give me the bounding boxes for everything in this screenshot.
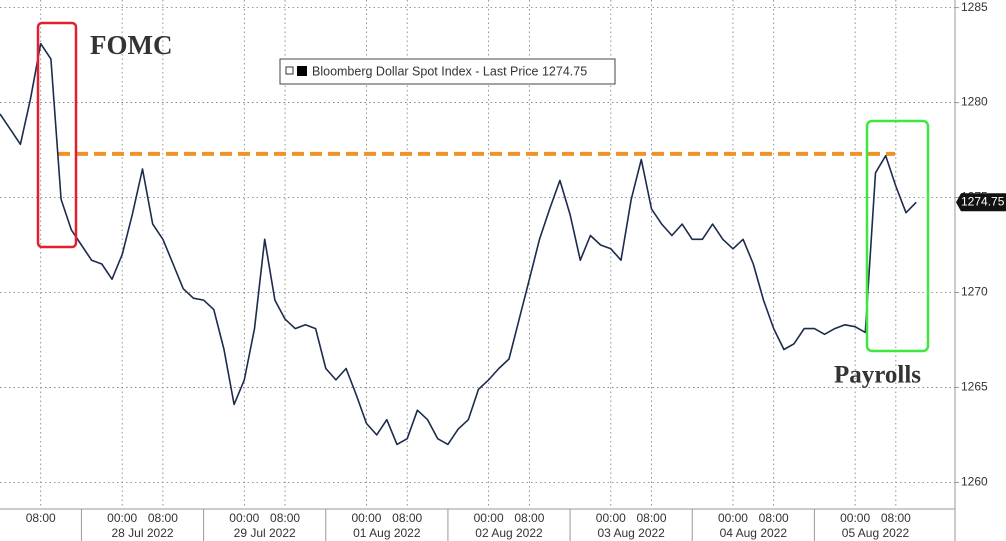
x-date-label: 28 Jul 2022: [111, 526, 173, 540]
grid: [0, 0, 955, 509]
axes: 12601265127012751280128508:0000:0008:000…: [26, 0, 1006, 541]
x-date-label: 04 Aug 2022: [720, 526, 788, 540]
x-tick-label: 00:00: [351, 511, 381, 525]
x-tick-label: 08:00: [392, 511, 422, 525]
x-date-label: 05 Aug 2022: [842, 526, 910, 540]
plot-area: [0, 42, 917, 446]
legend: Bloomberg Dollar Spot Index - Last Price…: [279, 58, 616, 85]
price-line: [0, 42, 917, 446]
x-date-label: 02 Aug 2022: [475, 526, 543, 540]
legend-toggle: [285, 66, 294, 75]
x-tick-label: 08:00: [759, 511, 789, 525]
x-tick-label: 08:00: [270, 511, 300, 525]
last-price-label: 1274.75: [961, 194, 1005, 208]
x-tick-label: 00:00: [596, 511, 626, 525]
legend-box: [279, 58, 616, 85]
annotation: FOMC: [90, 30, 172, 60]
fomc-box: [36, 21, 78, 249]
x-date-label: 03 Aug 2022: [597, 526, 665, 540]
legend-swatch: [297, 66, 307, 76]
y-tick-label: 1280: [961, 95, 988, 109]
y-tick-label: 1260: [961, 475, 988, 489]
y-tick-label: 1265: [961, 380, 988, 394]
last-price-marker: [956, 193, 1006, 212]
x-tick-label: 00:00: [718, 511, 748, 525]
x-tick-label: 00:00: [474, 511, 504, 525]
x-tick-label: 00:00: [840, 511, 870, 525]
y-tick-label: 1270: [961, 285, 988, 299]
x-tick-label: 08:00: [637, 511, 667, 525]
x-date-label: 29 Jul 2022: [234, 526, 296, 540]
x-tick-label: 08:00: [26, 511, 56, 525]
x-tick-label: 08:00: [514, 511, 544, 525]
payrolls-box: [865, 119, 930, 353]
x-tick-label: 00:00: [229, 511, 259, 525]
x-date-label: 01 Aug 2022: [353, 526, 421, 540]
x-tick-label: 08:00: [881, 511, 911, 525]
x-tick-label: 08:00: [148, 511, 178, 525]
y-tick-label: 1285: [961, 0, 988, 14]
annotation: Payrolls: [834, 362, 921, 389]
legend-label: Bloomberg Dollar Spot Index - Last Price…: [312, 64, 587, 78]
x-tick-label: 00:00: [107, 511, 137, 525]
